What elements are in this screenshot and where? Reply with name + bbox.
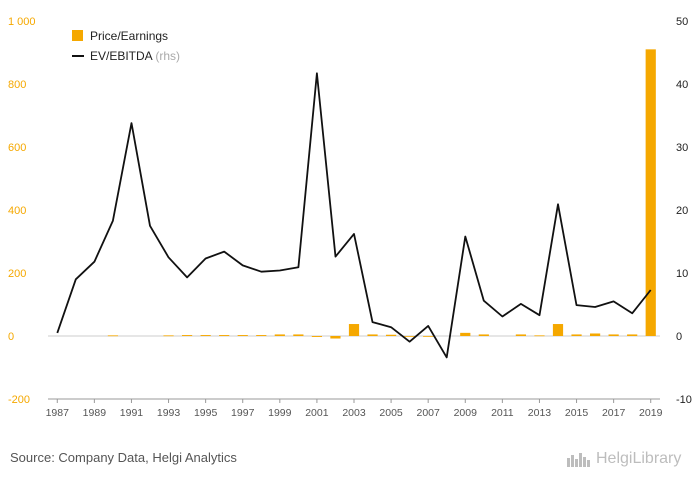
- right-axis-ticks: -10 0 10 20 30 40 50: [676, 16, 692, 406]
- left-tick-label: 800: [8, 79, 26, 91]
- x-tick-label: 2013: [528, 407, 552, 419]
- right-tick-label: 50: [676, 16, 688, 28]
- pe-bar: [330, 336, 341, 339]
- pe-bar: [385, 334, 397, 336]
- right-tick-label: 30: [676, 142, 688, 154]
- pe-bar: [367, 334, 378, 336]
- x-tick-label: 2015: [565, 407, 589, 419]
- pe-bar: [256, 335, 267, 336]
- left-tick-label: 400: [8, 205, 26, 217]
- x-tick-label: 2001: [305, 407, 329, 419]
- ev-ebitda-line: [56, 72, 652, 359]
- brand-logo: HelgiLibrary: [566, 448, 692, 470]
- x-tick-label: 1999: [268, 407, 292, 419]
- x-tick-label: 1993: [157, 407, 181, 419]
- right-tick-label: -10: [676, 394, 692, 406]
- pe-bar: [348, 324, 360, 336]
- pe-bar: [645, 49, 656, 336]
- right-tick-label: 0: [676, 331, 682, 343]
- x-tick-label: 1987: [46, 407, 70, 419]
- pe-bar: [534, 335, 545, 337]
- x-tick-label: 2005: [379, 407, 403, 419]
- x-tick-label: 1997: [231, 407, 255, 419]
- pe-bar: [515, 334, 527, 336]
- legend: Price/Earnings EV/EBITDA (rhs): [72, 29, 180, 63]
- pe-bar: [552, 324, 564, 336]
- legend-swatch-bar: [72, 30, 83, 41]
- x-tick-label: 2009: [454, 407, 478, 419]
- x-tick-label: 1991: [120, 407, 144, 419]
- pe-bar: [200, 335, 211, 336]
- legend-label: Price/Earnings: [90, 29, 168, 43]
- right-tick-label: 40: [676, 79, 688, 91]
- x-tick-label: 2017: [602, 407, 626, 419]
- brand-name: HelgiLibrary: [596, 450, 682, 467]
- pe-bar: [571, 334, 582, 336]
- legend-note: (rhs): [152, 49, 180, 63]
- right-tick-label: 10: [676, 268, 688, 280]
- x-axis-ticks: 1987 1989 1991 1993 1995 1997 1999 2001 2003 2005…: [46, 399, 663, 419]
- x-tick-label: 2019: [639, 407, 663, 419]
- pe-bar: [274, 334, 285, 336]
- pe-bar: [608, 334, 619, 336]
- x-tick-label: 1995: [194, 407, 218, 419]
- pe-bar: [627, 334, 638, 336]
- source-note: Source: Company Data, Helgi Analytics: [10, 450, 237, 465]
- left-tick-label: 0: [8, 331, 14, 343]
- x-tick-label: 2003: [342, 407, 366, 419]
- pe-bar: [237, 335, 248, 336]
- pe-bar: [219, 335, 230, 336]
- left-axis-ticks: -200 0 200 400 600 800 1 000: [8, 16, 36, 406]
- pe-bar: [478, 334, 489, 336]
- x-tick-label: 1989: [83, 407, 107, 419]
- x-tick-label: 2011: [491, 407, 514, 419]
- left-tick-label: 1 000: [8, 16, 36, 28]
- pe-bar: [311, 336, 323, 337]
- pe-bar: [423, 336, 434, 337]
- x-tick-label: 2007: [417, 407, 441, 419]
- pe-bar: [293, 334, 304, 336]
- price-earnings-bars: [107, 49, 656, 339]
- library-icon: [567, 453, 590, 467]
- pe-bar: [107, 335, 119, 337]
- right-tick-label: 20: [676, 205, 688, 217]
- pe-bar: [589, 333, 601, 336]
- left-tick-label: -200: [8, 394, 30, 406]
- pe-bar: [404, 336, 415, 337]
- pe-bar: [460, 332, 471, 336]
- legend-label: EV/EBITDA (rhs): [90, 49, 180, 63]
- left-tick-label: 200: [8, 268, 26, 280]
- pe-bar: [181, 335, 193, 336]
- pe-bar: [163, 335, 174, 337]
- left-tick-label: 600: [8, 142, 26, 154]
